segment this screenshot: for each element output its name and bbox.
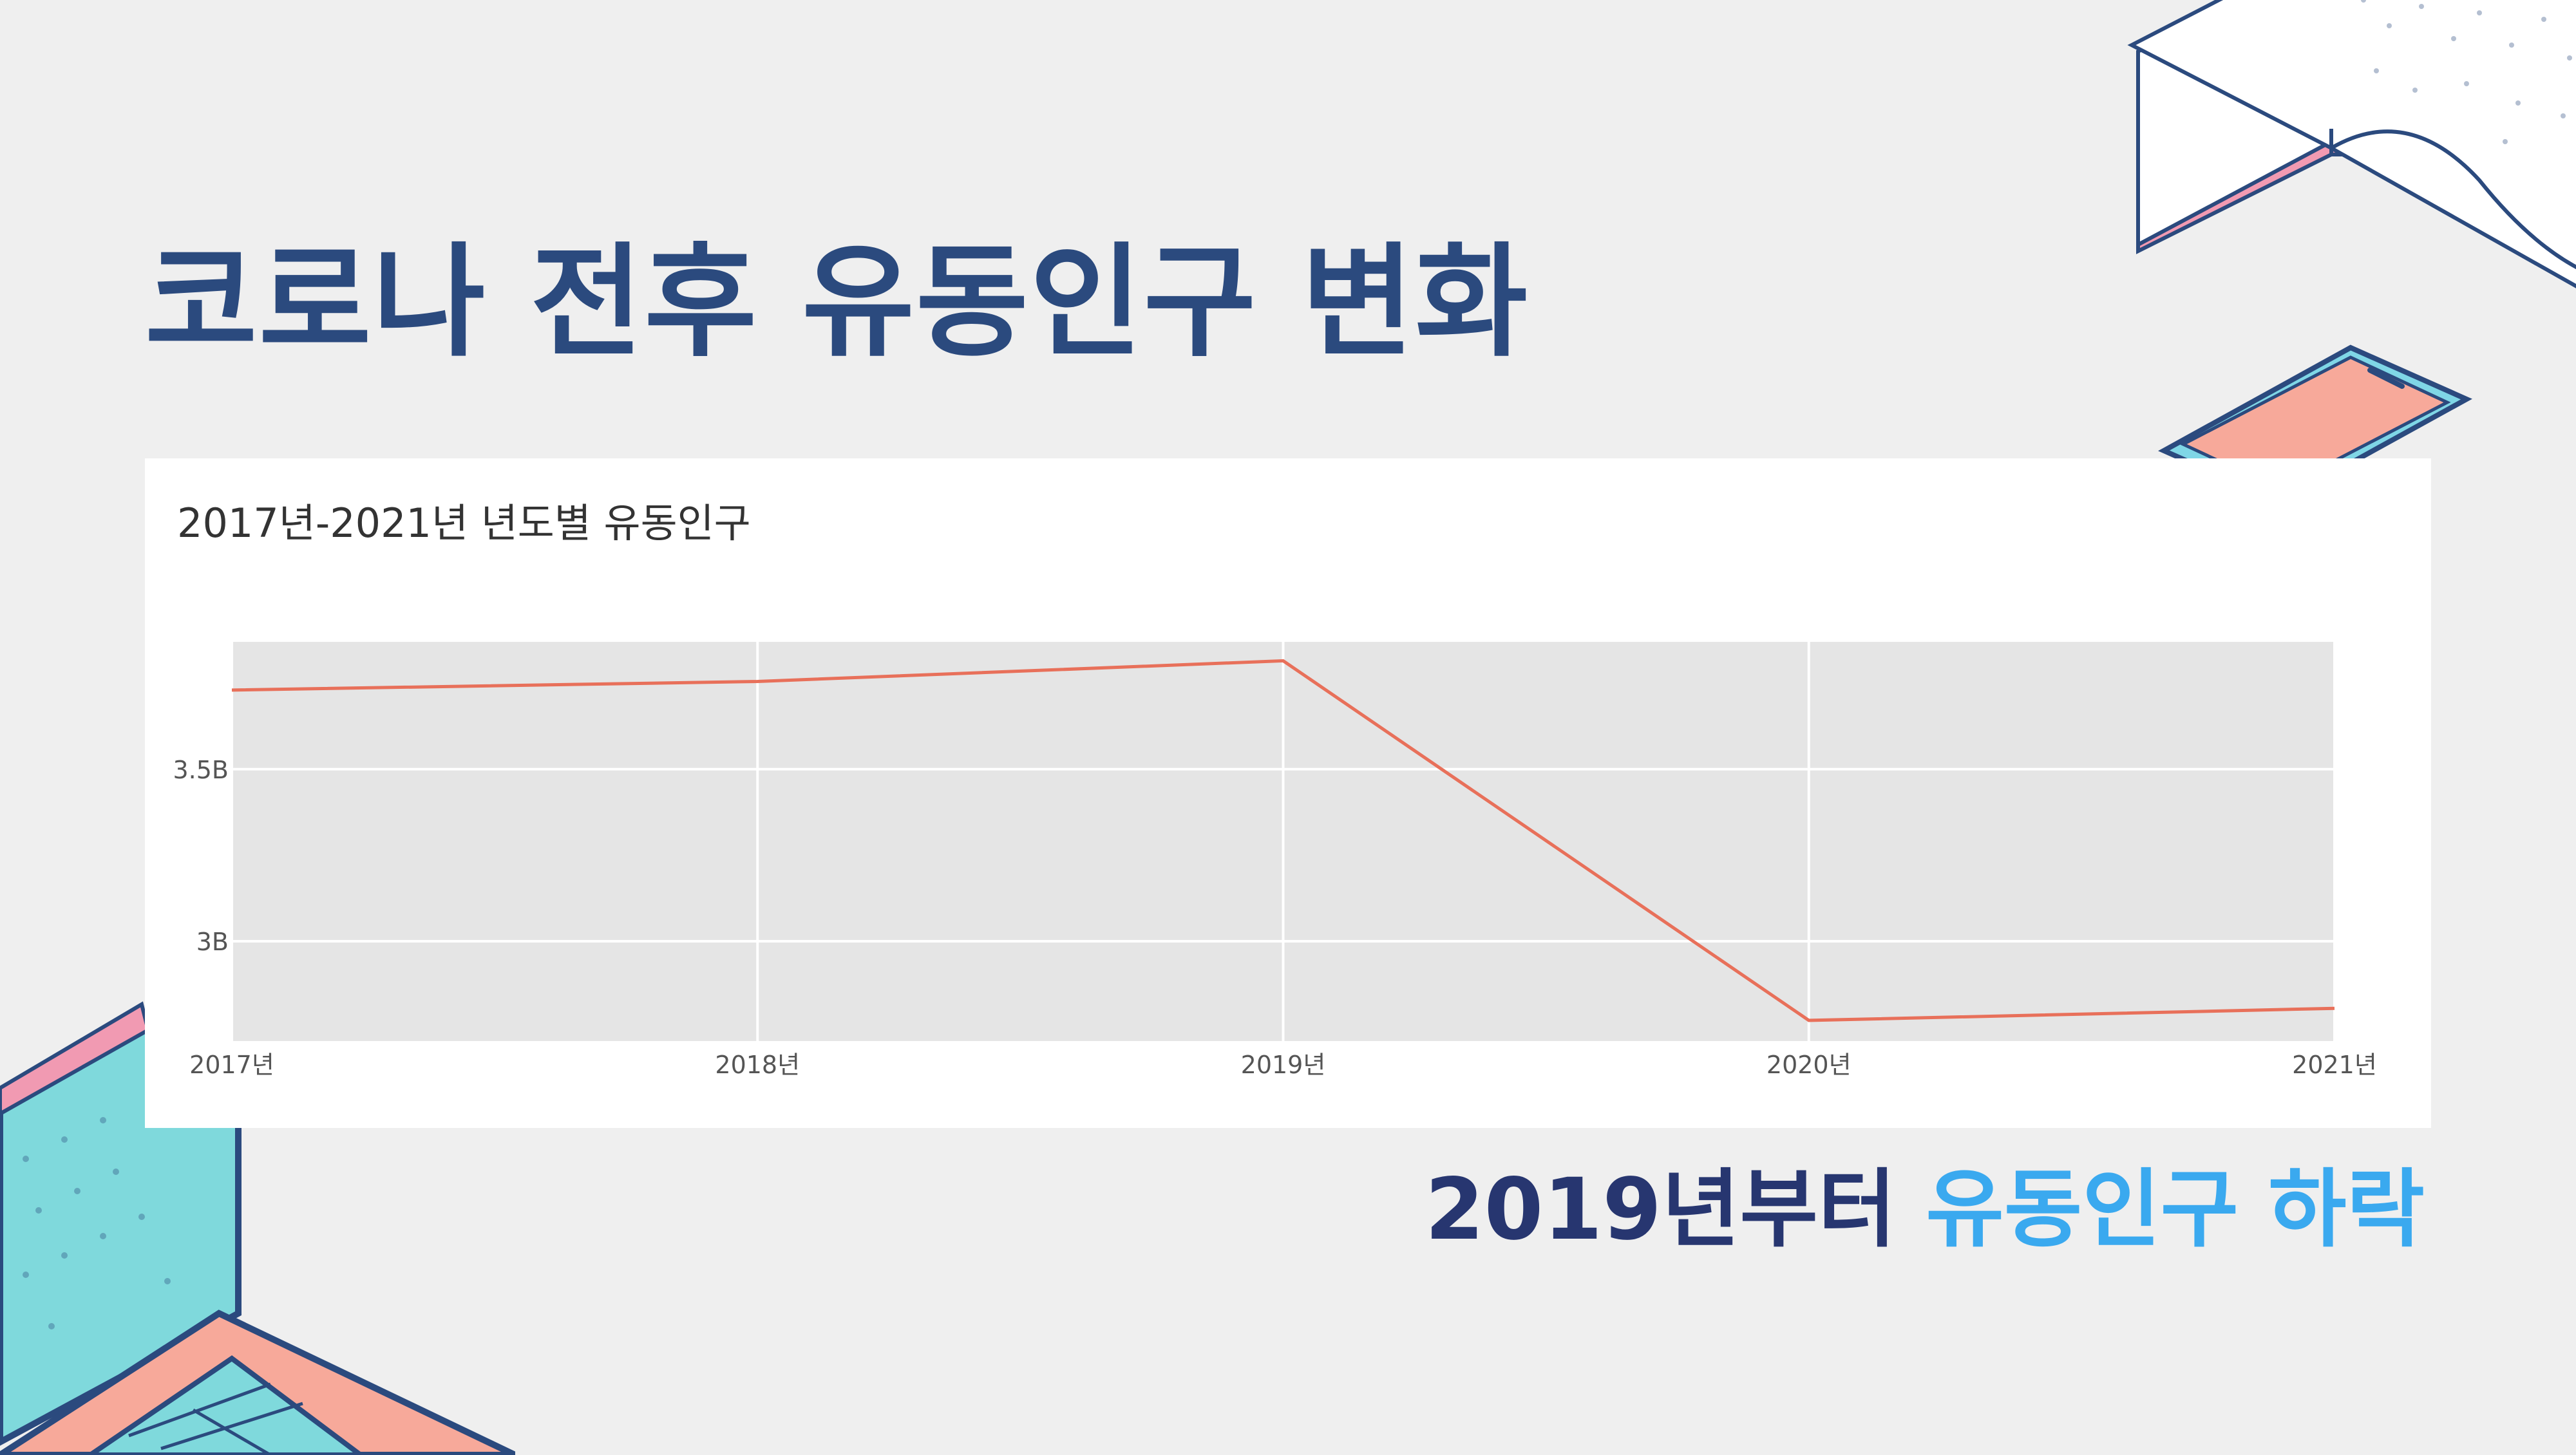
- x-tick-labels: 2017년 2018년 2019년 2020년 2021년: [189, 1051, 2377, 1079]
- line-chart: 3B 3.5B 2017년 2018년 2019년 2020년 2021년: [173, 642, 2377, 1079]
- conclusion-highlight: 유동인구 하락: [1926, 1160, 2425, 1259]
- book-icon: [2127, 0, 2576, 288]
- chart-card: 3B 3.5B 2017년 2018년 2019년 2020년 2021년 2017년-2…: [145, 458, 2431, 1128]
- x-tick-label: 2019년: [1241, 1051, 1326, 1079]
- conclusion-text: 2019년부터 유동인구 하락: [1425, 1159, 2425, 1261]
- slide-title: 코로나 전후 유동인구 변화: [145, 231, 1530, 373]
- conclusion-prefix: 2019년부터: [1425, 1160, 1926, 1259]
- series-line: [231, 659, 2335, 1022]
- chart-title: 2017년-2021년 년도별 유동인구: [177, 500, 751, 547]
- y-tick-label: 3B: [196, 928, 229, 956]
- x-tick-label: 2017년: [189, 1051, 274, 1079]
- x-tick-label: 2020년: [1766, 1051, 1852, 1079]
- gridlines: [231, 642, 2336, 1041]
- y-tick-labels: 3B 3.5B: [173, 756, 229, 956]
- x-tick-label: 2018년: [715, 1051, 800, 1079]
- x-tick-label: 2021년: [2292, 1051, 2377, 1079]
- y-tick-label: 3.5B: [173, 756, 229, 784]
